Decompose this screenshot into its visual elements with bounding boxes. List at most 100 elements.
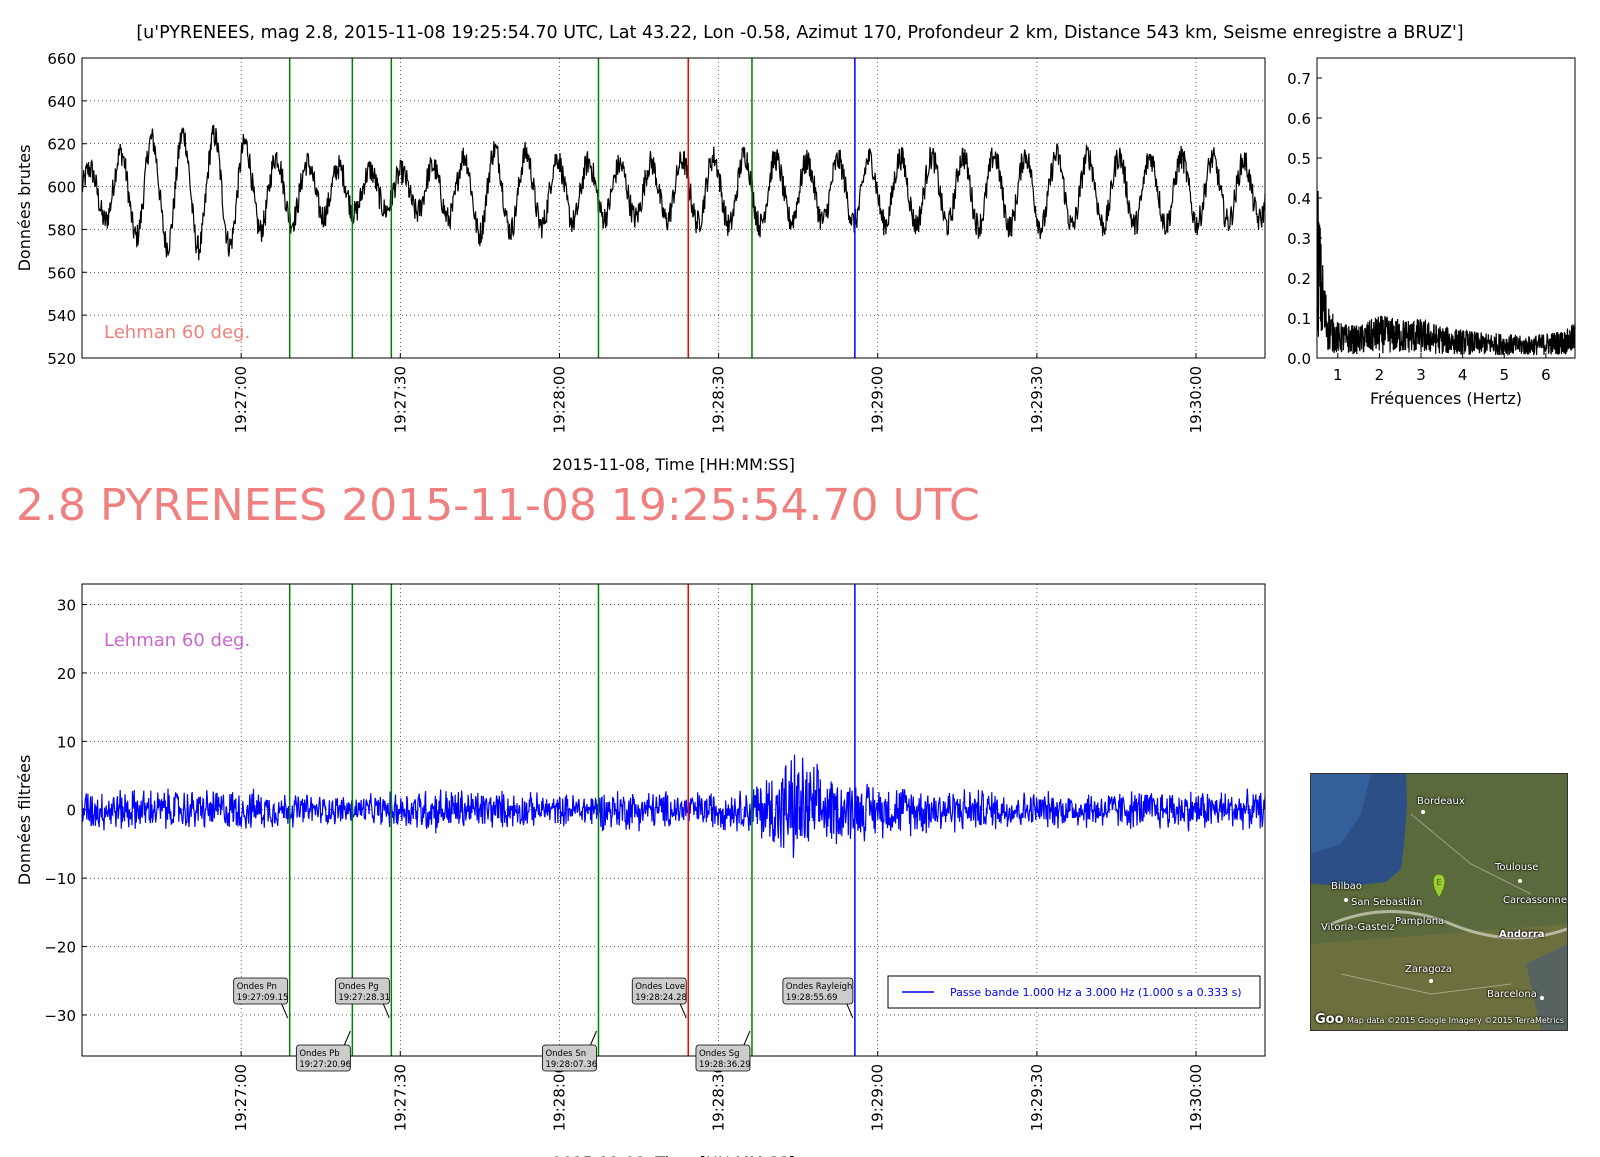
wave-label-time: 19:27:09.15 <box>237 993 289 1003</box>
map-attribution: Map data ©2015 Google Imagery ©2015 Terr… <box>1347 1016 1564 1025</box>
wave-label-arrow <box>382 1003 390 1019</box>
y-tick-label: 0.4 <box>1287 190 1311 208</box>
x-tick-label: 19:29:30 <box>1028 366 1046 433</box>
y-tick-label: 540 <box>47 307 76 325</box>
y-tick-label: 0.7 <box>1287 70 1311 88</box>
spectrum-frame <box>1316 57 1576 359</box>
wave-label-name: Ondes Sg <box>699 1049 740 1059</box>
map-label-bordeaux: Bordeaux <box>1417 796 1465 807</box>
y-tick-label: 0.0 <box>1287 350 1311 368</box>
plot-frame <box>81 57 1266 359</box>
wave-label-arrow <box>343 1030 351 1046</box>
y-tick-label: 0 <box>66 802 76 820</box>
x-tick-label: 19:27:00 <box>232 1064 250 1131</box>
wave-label-time: 19:28:24.28 <box>635 993 687 1003</box>
y-tick-label: 520 <box>47 350 76 368</box>
map-label-andorra: Andorra <box>1499 929 1545 940</box>
map-label-carcassonne: Carcassonne <box>1503 895 1567 906</box>
wave-label-name: Ondes Pg <box>338 982 378 992</box>
x-tick-label: 4 <box>1458 366 1468 384</box>
wave-label-arrow <box>679 1003 687 1019</box>
y-tick-label: 660 <box>47 50 76 68</box>
raw-trace-line <box>81 124 1266 261</box>
wave-label-time: 19:28:36.29 <box>699 1060 751 1070</box>
figure-title: [u'PYRENEES, mag 2.8, 2015-11-08 19:25:5… <box>136 23 1463 43</box>
spectrum-area <box>1317 58 1575 358</box>
raw-data-plot: 19:27:00 19:27:30 19:28:00 19:28:30 19:29:00… <box>15 50 1266 474</box>
spectrum-plot: 1 2 3 4 5 6 0.0 0.1 0.2 0.3 0.4 0.5 0.6 0.7 Fréquences… <box>1287 57 1576 408</box>
y-tick-label: 600 <box>47 179 76 197</box>
wave-label-time: 19:28:07.36 <box>545 1060 597 1070</box>
x-tick-label: 5 <box>1499 366 1509 384</box>
map-label-bilbao: Bilbao <box>1331 881 1363 892</box>
y-axis-label: Données filtrées <box>15 755 34 886</box>
x-axis-label: 2015-11-08, Time [HH:MM:SS] <box>552 455 795 474</box>
x-tick-label: 19:29:00 <box>869 1064 887 1131</box>
y-tick-label: −20 <box>44 939 76 957</box>
map-label-san-sebastian: San Sebastián <box>1351 897 1423 908</box>
wave-label-bg <box>334 977 390 1005</box>
location-map: E Bordeaux Toulouse Bilbao San Sebastián… <box>1310 773 1568 1031</box>
y-tick-label: 640 <box>47 93 76 111</box>
y-tick-label: 0.6 <box>1287 110 1311 128</box>
wave-label-bg <box>295 1044 351 1072</box>
wave-label-time: 19:27:28.31 <box>338 993 390 1003</box>
y-tick-label: 0.1 <box>1287 310 1311 328</box>
y-tick-label: 580 <box>47 221 76 239</box>
wave-label-arrow <box>846 1003 854 1019</box>
filtered-trace-line <box>81 754 1266 858</box>
wave-label-arrow <box>281 1003 289 1019</box>
google-logo: Goo <box>1315 1012 1344 1027</box>
y-tick-label: 20 <box>57 665 76 683</box>
wave-label-bg <box>233 977 289 1005</box>
marker-letter: E <box>1436 878 1441 887</box>
wave-label-name: Ondes Love <box>635 982 685 992</box>
plot-area <box>82 58 1265 358</box>
spectrum-x-label: Fréquences (Hertz) <box>1370 389 1522 408</box>
event-title: 2.8 PYRENEES 2015-11-08 19:25:54.70 UTC <box>16 480 980 531</box>
y-tick-label: 560 <box>47 264 76 282</box>
x-tick-label: 6 <box>1541 366 1551 384</box>
x-tick-label: 19:30:00 <box>1187 1064 1205 1131</box>
map-label-zaragoza: Zaragoza <box>1405 964 1453 975</box>
legend-label: Passe bande 1.000 Hz a 3.000 Hz (1.000 s… <box>950 986 1242 999</box>
x-tick-label: 19:28:30 <box>710 366 728 433</box>
wave-label-arrow <box>743 1030 751 1046</box>
spectrum-line <box>1316 190 1576 356</box>
wave-label-time: 19:27:20.96 <box>299 1060 351 1070</box>
plot-frame <box>81 583 1266 1057</box>
y-tick-label: 30 <box>57 597 76 615</box>
wave-label-name: Ondes Rayleigh <box>786 982 853 992</box>
y-axis-label: Données brutes <box>15 145 34 272</box>
wave-label-time: 19:28:55.69 <box>786 993 838 1003</box>
wave-label-bg <box>542 1044 597 1072</box>
wave-label-bg <box>782 977 854 1005</box>
wave-label-name: Ondes Pb <box>299 1049 339 1059</box>
x-tick-label: 3 <box>1416 366 1426 384</box>
x-tick-label: 19:28:00 <box>550 366 568 433</box>
lehman-annotation: Lehman 60 deg. <box>104 630 250 651</box>
y-tick-label: 10 <box>57 733 76 751</box>
wave-label-name: Ondes Sn <box>545 1049 586 1059</box>
map-label-pamplona: Pamplona <box>1395 916 1445 927</box>
x-tick-label: 19:28:30 <box>710 1064 728 1131</box>
x-axis-label: 2015-11-08, Time [HH:MM:SS] <box>552 1153 795 1157</box>
wave-label-name: Ondes Pn <box>237 982 277 992</box>
x-tick-label: 19:28:00 <box>550 1064 568 1131</box>
map-label-vitoria: Vitoria-Gasteiz <box>1321 922 1395 933</box>
x-tick-label: 19:30:00 <box>1187 366 1205 433</box>
x-tick-label: 19:29:30 <box>1028 1064 1046 1131</box>
y-tick-label: −30 <box>44 1007 76 1025</box>
y-tick-label: 0.2 <box>1287 270 1311 288</box>
x-tick-label: 1 <box>1333 366 1343 384</box>
y-tick-label: 0.5 <box>1287 150 1311 168</box>
map-terrain: E <box>1311 774 1567 1030</box>
x-tick-label: 2 <box>1375 366 1385 384</box>
